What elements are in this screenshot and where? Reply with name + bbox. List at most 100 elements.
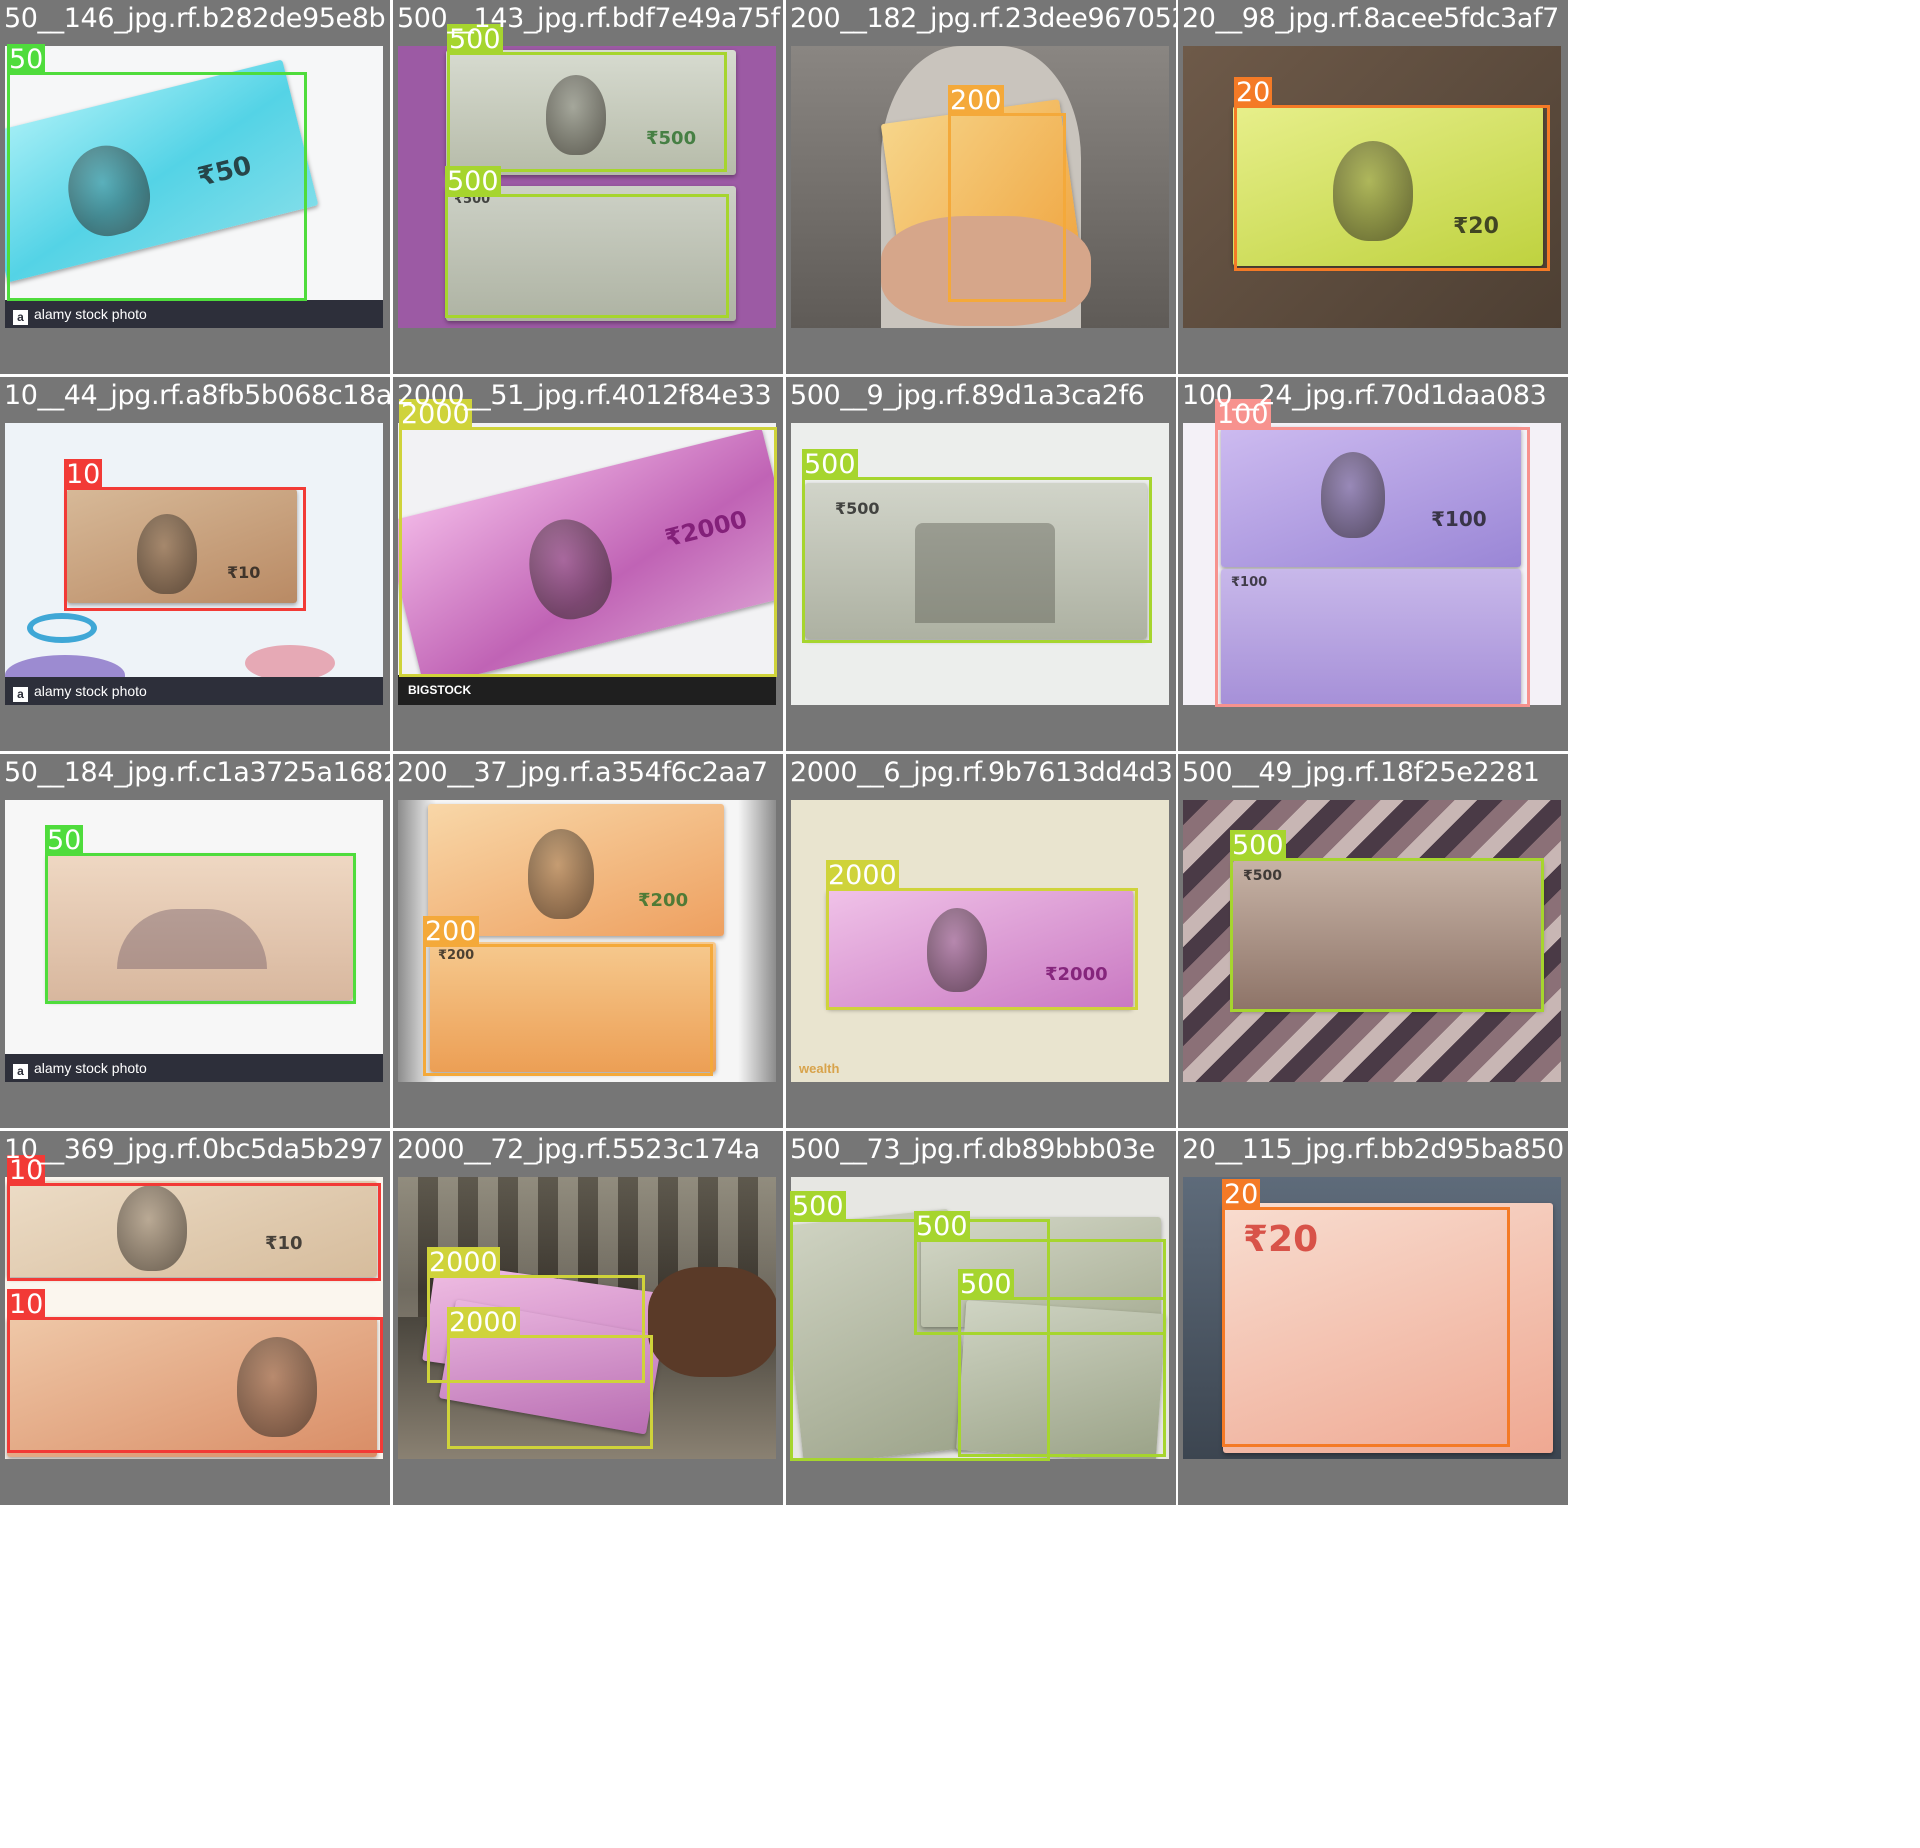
bounding-box: 200 <box>948 85 1066 302</box>
grid-tile: 50__146_jpg.rf.b282de95e8b ₹50 a alamy st… <box>0 0 390 374</box>
note-denomination: ₹200 <box>638 890 689 911</box>
tile-filename: 2000__6_jpg.rf.9b7613dd4d3 <box>790 757 1173 788</box>
tile-filename: 500__9_jpg.rf.89d1a3ca2f6 <box>790 380 1145 411</box>
note-denomination: ₹10 <box>265 1233 303 1254</box>
note-portrait <box>546 75 606 155</box>
watermark: a alamy stock photo <box>5 677 383 705</box>
banknote: ₹20 <box>1233 106 1543 266</box>
box-label: 500 <box>445 166 501 197</box>
watermark-text: alamy stock photo <box>34 683 147 699</box>
note-portrait <box>117 1185 187 1271</box>
tile-filename: 2000__72_jpg.rf.5523c174a <box>397 1134 760 1165</box>
note-denomination: ₹500 <box>1243 868 1282 884</box>
box-label: 500 <box>447 24 503 55</box>
box-label: 500 <box>790 1191 846 1222</box>
tile-photo: a alamy stock photo <box>5 800 383 1082</box>
box-label: 500 <box>1230 830 1286 861</box>
bounding-box: 50 <box>45 825 356 1004</box>
banknote: ₹500 <box>805 483 1147 639</box>
image-grid: 50__146_jpg.rf.b282de95e8b ₹50 a alamy st… <box>0 0 1568 1505</box>
bounding-box: 500 <box>1230 830 1544 1012</box>
bounding-box: 2000 <box>826 860 1138 1010</box>
bounding-box: 50 <box>7 44 307 301</box>
watermark-text: alamy stock photo <box>34 1060 147 1076</box>
grid-tile: 100__24_jpg.rf.70d1daa083 ₹100 ₹100 100 <box>1178 377 1568 751</box>
grid-tile: 500__9_jpg.rf.89d1a3ca2f6 ₹500 500 <box>786 377 1176 751</box>
grid-tile: 500__49_jpg.rf.18f25e2281 ₹500 500 <box>1178 754 1568 1128</box>
bounding-box: 500 <box>445 166 729 318</box>
note-denomination: ₹20 <box>1453 214 1499 239</box>
banknote: ₹500 <box>446 50 736 175</box>
grid-tile: 500__143_jpg.rf.bdf7e49a75f ₹500 ₹500 50… <box>393 0 783 374</box>
bounding-box: 20 <box>1222 1179 1510 1447</box>
box-label: 2000 <box>826 860 899 891</box>
grid-tile: 20__98_jpg.rf.8acee5fdc3af7 ₹20 20 <box>1178 0 1568 374</box>
note-denomination: ₹10 <box>227 563 261 582</box>
box-label: 500 <box>958 1269 1014 1300</box>
hands <box>881 216 1091 326</box>
banknote: ₹200 <box>430 942 716 1072</box>
box-label: 2000 <box>447 1307 520 1338</box>
note-portrait <box>1333 141 1413 241</box>
tile-filename: 50__146_jpg.rf.b282de95e8b <box>4 3 386 34</box>
box-label: 10 <box>7 1289 46 1320</box>
hand <box>648 1267 776 1377</box>
pie-chart-decoration <box>27 613 97 643</box>
tile-photo: ₹50 a alamy stock photo <box>5 46 383 328</box>
grid-tile: 2000__6_jpg.rf.9b7613dd4d3 ₹2000 wealth … <box>786 754 1176 1128</box>
note-denomination: ₹100 <box>1231 575 1268 590</box>
grid-tile: 10__44_jpg.rf.a8fb5b068c18a ₹10 a alamy s… <box>0 377 390 751</box>
banknote: ₹100 <box>1221 569 1521 705</box>
tile-photo: ₹200 ₹200 <box>398 800 776 1082</box>
note-denomination: ₹200 <box>438 948 475 963</box>
tile-filename: 200__182_jpg.rf.23dee967052 <box>790 3 1176 34</box>
grid-tile: 2000__72_jpg.rf.5523c174a 2000 2000 <box>393 1131 783 1505</box>
bounding-box: 500 <box>447 24 727 172</box>
note-portrait <box>528 829 594 919</box>
watermark: wealth <box>799 1061 840 1076</box>
grid-tile: 200__37_jpg.rf.a354f6c2aa7 ₹200 ₹200 200 <box>393 754 783 1128</box>
red-fort-motif <box>915 523 1055 623</box>
alamy-logo-icon: a <box>13 310 28 325</box>
watermark: a alamy stock photo <box>5 300 383 328</box>
watermark: a alamy stock photo <box>5 1054 383 1082</box>
note-portrait <box>1321 452 1385 538</box>
bounding-box: 500 <box>802 449 1152 643</box>
tile-photo: ₹2000 BIGSTOCK <box>398 423 776 705</box>
banknote: ₹500 <box>446 186 736 321</box>
tile-filename: 20__98_jpg.rf.8acee5fdc3af7 <box>1182 3 1559 34</box>
tile-filename: 500__143_jpg.rf.bdf7e49a75f <box>397 3 780 34</box>
tile-filename: 2000__51_jpg.rf.4012f84e33 <box>397 380 772 411</box>
tile-photo: ₹100 ₹100 <box>1183 423 1561 705</box>
bounding-box: 10 <box>7 1289 383 1453</box>
grid-tile: 50__184_jpg.rf.c1a3725a1682 a alamy stock… <box>0 754 390 1128</box>
note-denomination: ₹20 <box>1243 1219 1319 1260</box>
box-label: 200 <box>423 916 479 947</box>
box-label: 20 <box>1234 77 1273 108</box>
box-label: 2000 <box>399 399 472 430</box>
box-label: 2000 <box>427 1247 500 1278</box>
alamy-logo-icon: a <box>13 687 28 702</box>
note-denomination: ₹500 <box>835 499 880 518</box>
banknote: ₹20 <box>1223 1203 1553 1453</box>
grid-tile: 2000__51_jpg.rf.4012f84e33 ₹2000 BIGSTOC… <box>393 377 783 751</box>
tile-filename: 10__44_jpg.rf.a8fb5b068c18a <box>4 380 390 411</box>
note-portrait <box>137 514 197 594</box>
watermark-text: alamy stock photo <box>34 306 147 322</box>
bounding-box: 100 <box>1215 399 1530 707</box>
tile-filename: 500__73_jpg.rf.db89bbb03e <box>790 1134 1155 1165</box>
bounding-box: 2000 <box>427 1247 645 1383</box>
tile-photo: ₹20 <box>1183 1177 1561 1459</box>
banknote: ₹10 <box>67 489 297 603</box>
tile-filename: 20__115_jpg.rf.bb2d95ba850 <box>1182 1134 1564 1165</box>
banknote <box>7 1317 377 1457</box>
box-label: 500 <box>802 449 858 480</box>
box-label: 50 <box>45 825 84 856</box>
bounding-box: 20 <box>1234 77 1550 271</box>
box-label: 50 <box>7 44 46 75</box>
bounding-box: 500 <box>958 1269 1166 1457</box>
banknote: ₹10 <box>7 1181 377 1277</box>
grid-tile: 10__369_jpg.rf.0bc5da5b297 ₹10 10 10 <box>0 1131 390 1505</box>
bounding-box: 10 <box>7 1155 381 1281</box>
box-label: 10 <box>7 1155 46 1186</box>
